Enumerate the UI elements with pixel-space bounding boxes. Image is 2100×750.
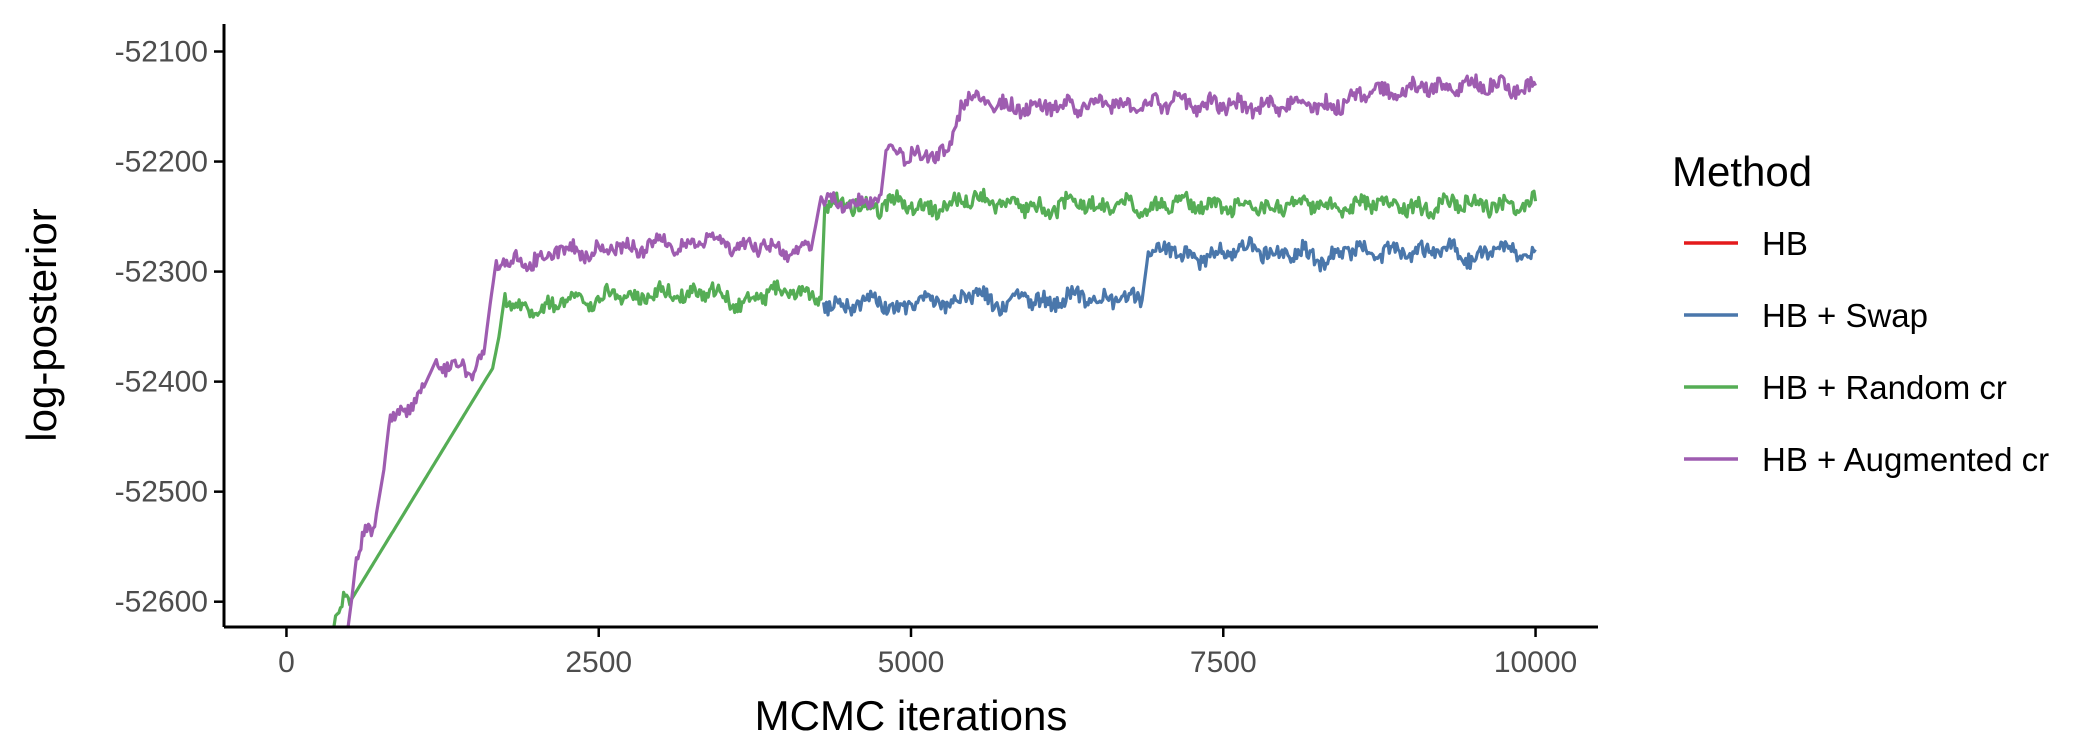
x-tick-label: 0 xyxy=(278,646,295,679)
legend-label-hb-swap: HB + Swap xyxy=(1762,297,1928,334)
legend-label-hb-augmented-cr: HB + Augmented cr xyxy=(1762,441,2049,478)
x-tick-label: 2500 xyxy=(565,646,632,679)
series-layer xyxy=(332,73,1538,627)
x-axis-title: MCMC iterations xyxy=(755,692,1068,739)
y-tick-label: -52400 xyxy=(115,366,208,399)
x-axis-ticks: 0 2500 5000 7500 10000 xyxy=(278,627,1577,679)
legend: Method HB HB + Swap HB + Random cr HB + Aug… xyxy=(1672,148,2049,478)
series-line-hb-swap xyxy=(822,235,1537,317)
legend-label-hb: HB xyxy=(1762,225,1808,262)
x-tick-label: 7500 xyxy=(1190,646,1257,679)
x-tick-label: 10000 xyxy=(1494,646,1577,679)
legend-label-hb-random-cr: HB + Random cr xyxy=(1762,369,2007,406)
series-line-hb-random-cr xyxy=(332,187,1538,627)
y-tick-label: -52300 xyxy=(115,256,208,289)
y-axis-title: log-posterior xyxy=(18,208,65,441)
y-axis-ticks: -52600 -52500 -52400 -52300 -52200 -52100 xyxy=(115,36,224,619)
series-line-hb-augmented-cr xyxy=(346,73,1537,627)
y-tick-label: -52600 xyxy=(115,586,208,619)
legend-entries: HB HB + Swap HB + Random cr HB + Augmented … xyxy=(1684,225,2049,478)
y-tick-label: -52500 xyxy=(115,476,208,509)
x-tick-label: 5000 xyxy=(878,646,945,679)
y-tick-label: -52200 xyxy=(115,146,208,179)
legend-title: Method xyxy=(1672,148,1812,195)
y-tick-label: -52100 xyxy=(115,36,208,69)
